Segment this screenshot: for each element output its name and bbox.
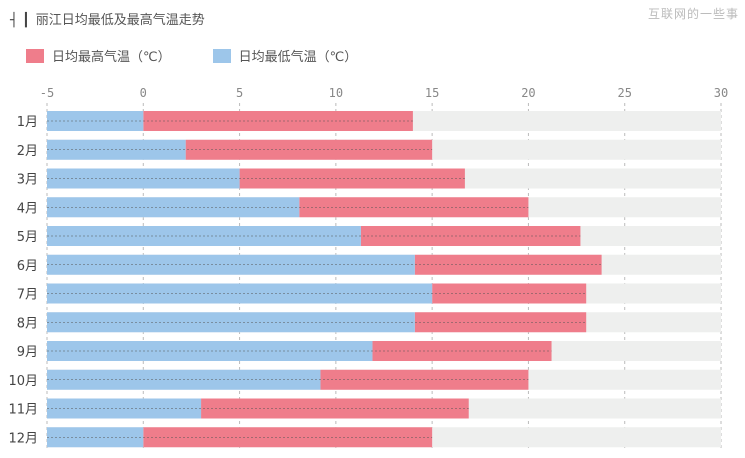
watermark: 互联网的一些事 (647, 7, 739, 21)
y-tick-label: 9月 (17, 345, 38, 360)
bar-max (360, 226, 581, 246)
title-text: 丽江日均最低及最高气温走势 (35, 13, 205, 28)
bar-max (201, 398, 469, 419)
bar-max (372, 341, 552, 361)
y-tick-label: 8月 (17, 316, 38, 331)
y-tick-label: 10月 (8, 374, 38, 389)
legend-swatch-max (26, 48, 44, 63)
x-tick-label: 10 (329, 86, 343, 100)
bar-max (299, 197, 529, 218)
bar-min (47, 312, 415, 333)
legend-swatch-min (212, 48, 231, 63)
x-tick-label: 0 (140, 86, 147, 100)
y-tick-label: 7月 (17, 288, 38, 303)
x-tick-label: 30 (714, 86, 728, 100)
bar-min (47, 254, 415, 275)
bar-max (432, 283, 587, 304)
x-tick-label: 25 (617, 86, 631, 100)
title-marker-icon: ┤ ┃ (10, 13, 30, 28)
legend-item-min[interactable]: 日均最低气温（℃） (212, 46, 358, 65)
legend: 日均最高气温（℃） 日均最低气温（℃） (26, 46, 357, 65)
y-tick-label: 12月 (8, 431, 38, 446)
bar-min (47, 197, 300, 218)
x-tick-label: 15 (425, 86, 439, 100)
y-tick-label: 1月 (17, 115, 38, 130)
y-tick-label: 6月 (17, 259, 38, 274)
y-tick-label: 3月 (17, 173, 38, 188)
y-tick-label: 5月 (17, 230, 38, 245)
chart-title: ┤ ┃ 丽江日均最低及最高气温走势 (10, 9, 205, 28)
bar-max (143, 111, 413, 131)
y-tick-label: 2月 (17, 144, 38, 159)
y-tick-label: 11月 (8, 403, 38, 418)
bar-min (47, 341, 373, 361)
x-tick-label: 5 (236, 86, 243, 100)
legend-label-min: 日均最低气温（℃） (238, 50, 358, 65)
x-tick-label: -5 (40, 86, 54, 100)
legend-label-max: 日均最高气温（℃） (52, 50, 171, 65)
legend-item-max[interactable]: 日均最高气温（℃） (26, 46, 171, 65)
y-tick-label: 4月 (17, 201, 38, 216)
x-tick-label: 20 (521, 86, 535, 100)
